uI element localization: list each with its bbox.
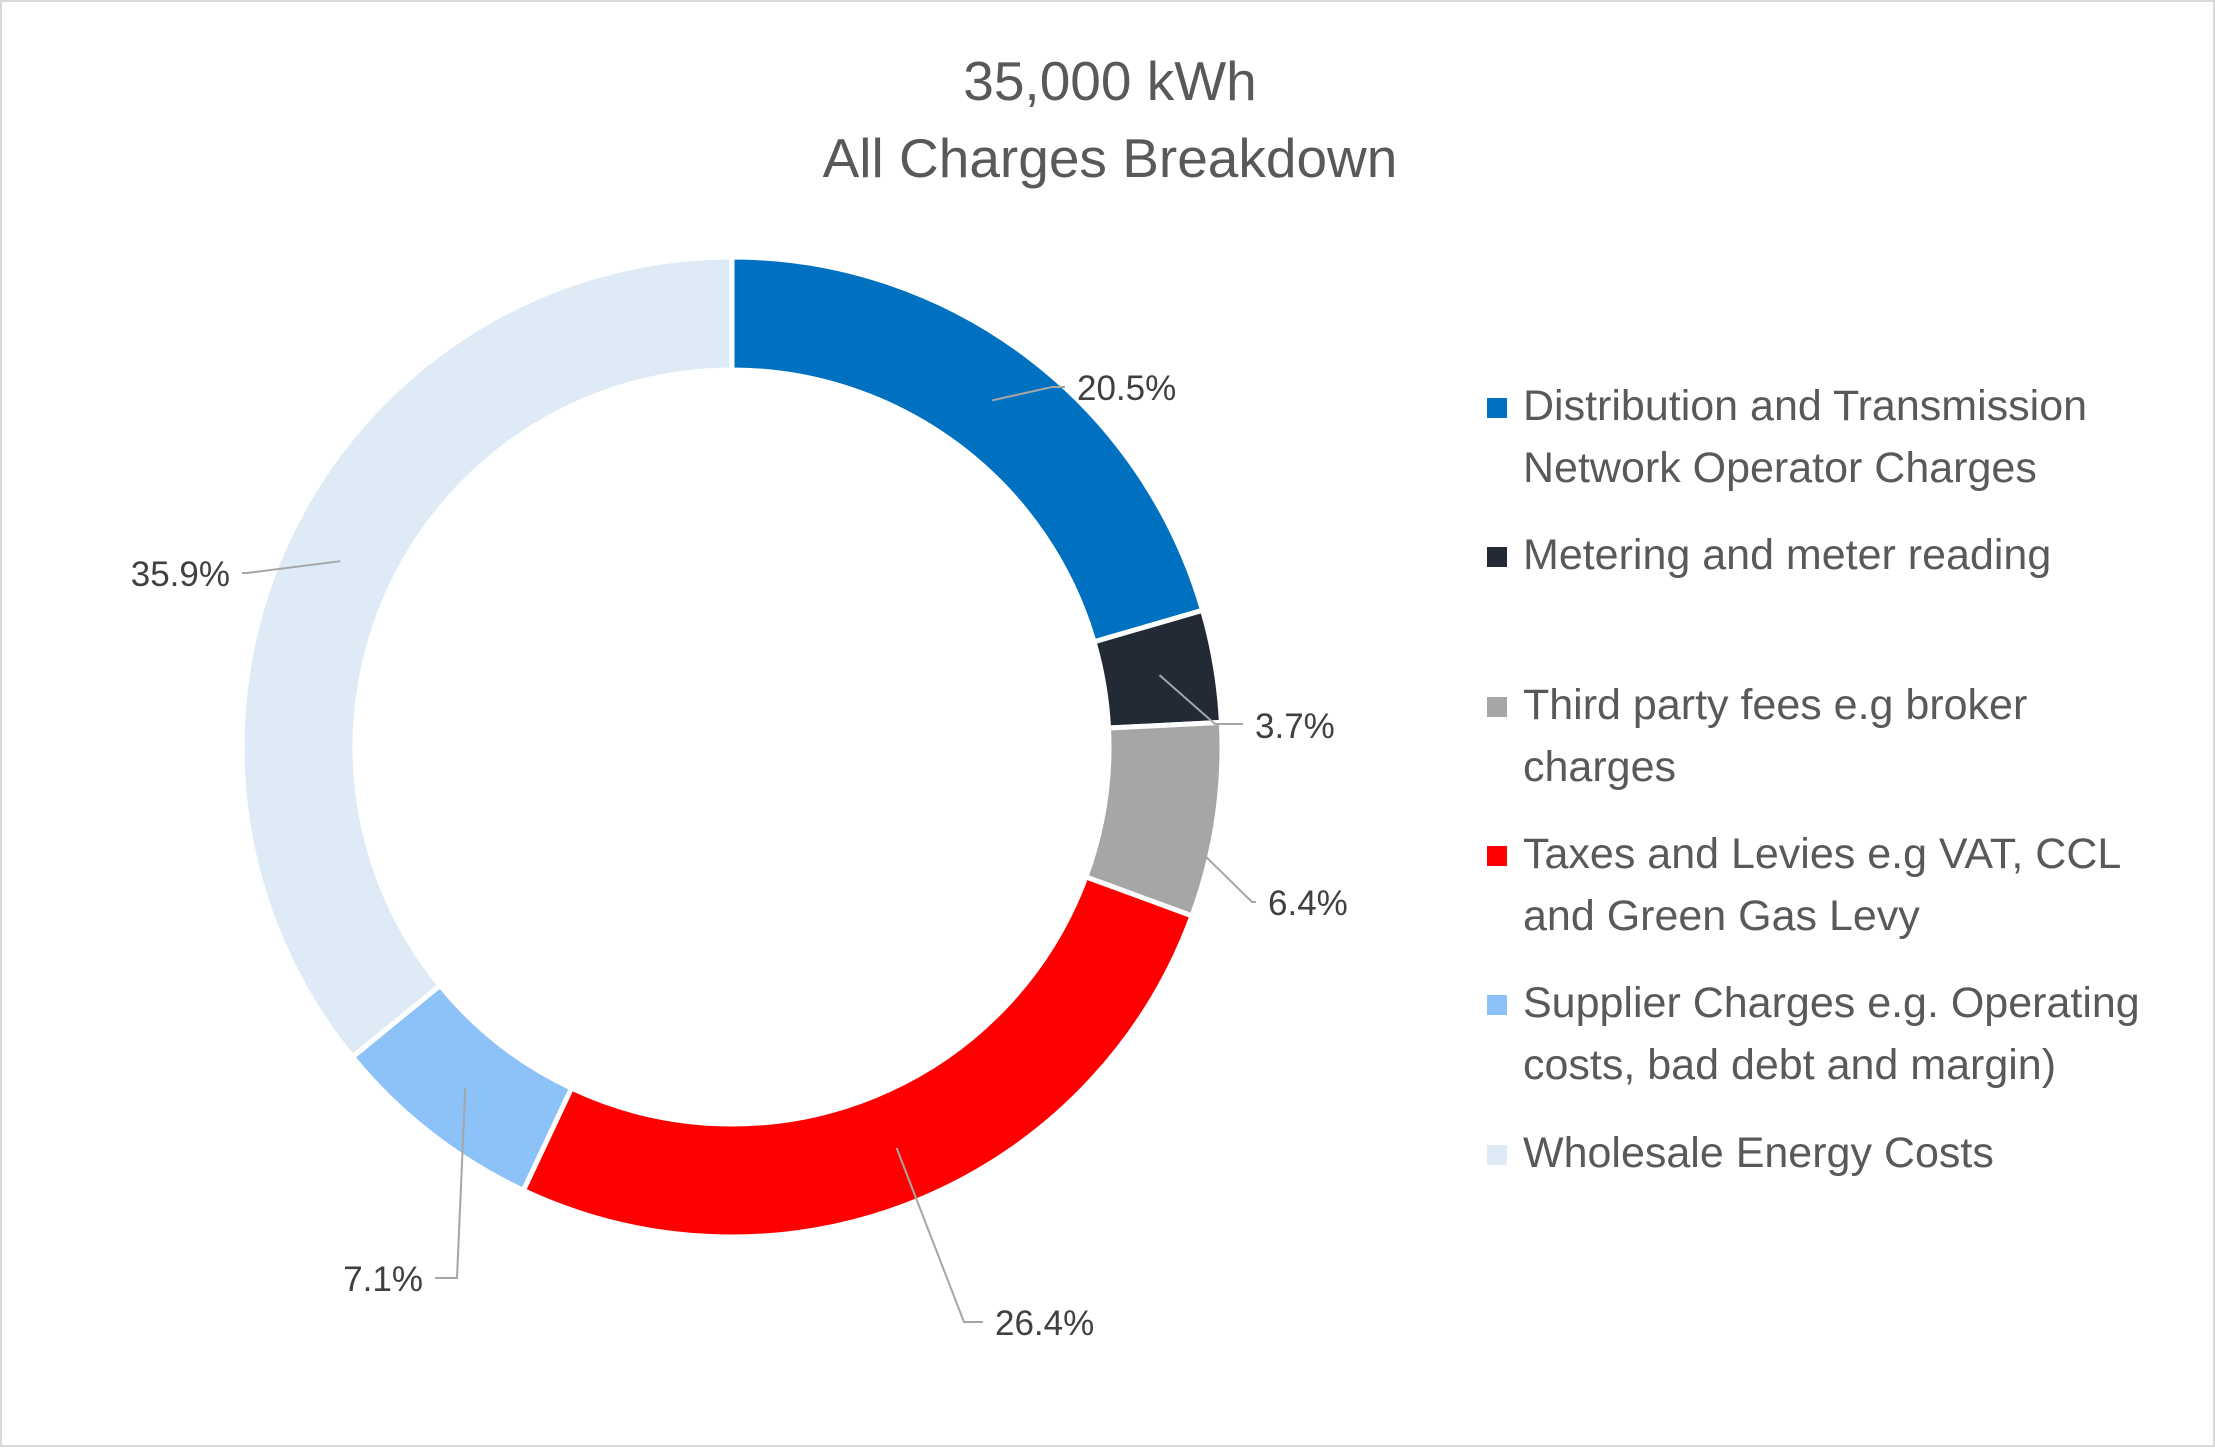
legend-label-supplier-charges-e-g-operating-costs-bad-debt-and-margin: Supplier Charges e.g. Operating (1523, 979, 2140, 1027)
slice-wholesale-energy-costs (239, 254, 735, 1061)
legend-swatch-supplier-charges-e-g-operating-costs-bad-debt-and-margin (1487, 995, 1507, 1015)
slice-distribution-and-transmission-network-operator-charges (729, 254, 1206, 645)
legend-label-distribution-and-transmission-network-operator-charges: Distribution and Transmission (1523, 382, 2087, 430)
data-labels: 20.5% 3.7% 6.4% 26.4% 7.1% 35.9% (131, 369, 1348, 1343)
chart-title-line-2: All Charges Breakdown (823, 127, 1398, 189)
leader-line-third-party-fees-e-g-broker-charges (1159, 811, 1256, 903)
legend-swatch-distribution-and-transmission-network-operator-charges (1487, 398, 1507, 418)
data-label-metering-and-meter-reading: 3.7% (1255, 707, 1335, 746)
legend-label-supplier-charges-e-g-operating-costs-bad-debt-and-margin: costs, bad debt and margin) (1523, 1041, 2056, 1089)
leader-line-distribution-and-transmission-network-operator-charges (992, 386, 1065, 402)
donut-slices (239, 254, 1225, 1240)
leader-line-taxes-and-levies-e-g-vat-ccl-and-green-gas-levy (895, 1147, 983, 1323)
slice-taxes-and-levies-e-g-vat-ccl-and-green-gas-levy (520, 873, 1196, 1240)
data-label-supplier-charges-e-g-operating-costs-bad-debt-and-margin: 7.1% (343, 1260, 423, 1299)
chart-title-line-1: 35,000 kWh (963, 50, 1257, 112)
legend-label-taxes-and-levies-e-g-vat-ccl-and-green-gas-levy: and Green Gas Levy (1523, 892, 1920, 940)
legend-swatch-wholesale-energy-costs (1487, 1145, 1507, 1165)
leader-line-wholesale-energy-costs (242, 560, 341, 574)
legend-label-taxes-and-levies-e-g-vat-ccl-and-green-gas-levy: Taxes and Levies e.g VAT, CCL (1523, 830, 2121, 878)
legend: Distribution and Transmission Network Ope… (1487, 382, 2140, 1177)
legend-label-wholesale-energy-costs: Wholesale Energy Costs (1523, 1129, 1994, 1177)
data-label-taxes-and-levies-e-g-vat-ccl-and-green-gas-levy: 26.4% (995, 1304, 1094, 1343)
leader-line-metering-and-meter-reading (1158, 674, 1243, 725)
leader-line-supplier-charges-e-g-operating-costs-bad-debt-and-margin (435, 1088, 467, 1279)
legend-swatch-taxes-and-levies-e-g-vat-ccl-and-green-gas-levy (1487, 846, 1507, 866)
legend-swatch-metering-and-meter-reading (1487, 547, 1507, 567)
legend-label-distribution-and-transmission-network-operator-charges: Network Operator Charges (1523, 444, 2037, 492)
legend-label-third-party-fees-e-g-broker-charges: charges (1523, 743, 1676, 791)
legend-label-metering-and-meter-reading: Metering and meter reading (1523, 531, 2051, 579)
legend-swatch-third-party-fees-e-g-broker-charges (1487, 697, 1507, 717)
data-label-wholesale-energy-costs: 35.9% (131, 555, 230, 594)
legend-label-third-party-fees-e-g-broker-charges: Third party fees e.g broker (1523, 681, 2027, 729)
data-label-third-party-fees-e-g-broker-charges: 6.4% (1268, 884, 1348, 923)
leader-lines (242, 386, 1256, 1323)
data-label-distribution-and-transmission-network-operator-charges: 20.5% (1077, 369, 1176, 408)
